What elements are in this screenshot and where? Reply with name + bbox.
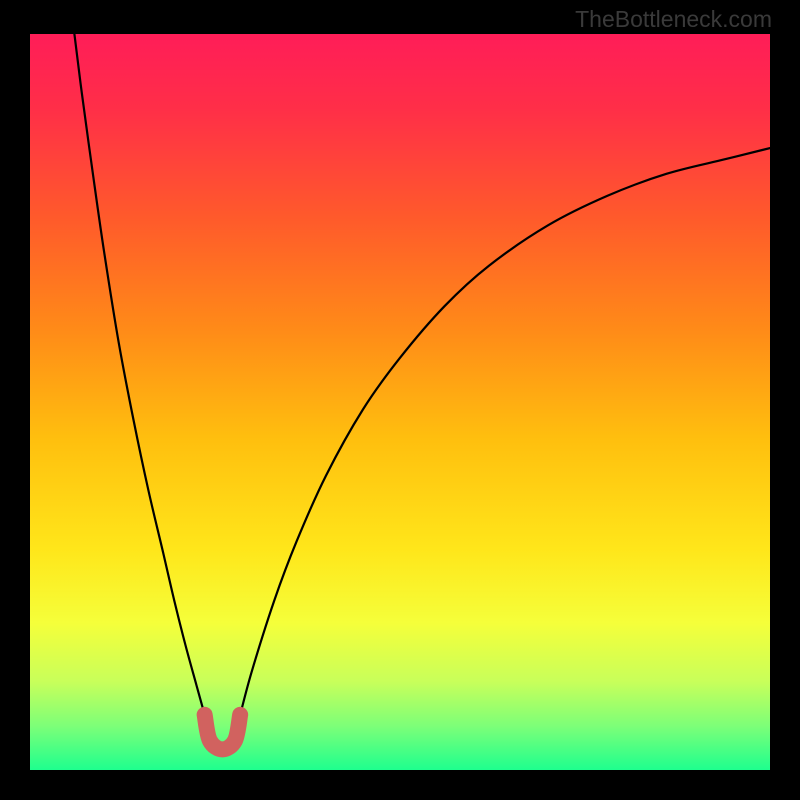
chart-stage: TheBottleneck.com [0,0,800,800]
bottleneck-curve-chart [0,0,800,800]
plot-area-gradient [30,34,770,770]
watermark-text: TheBottleneck.com [575,6,772,33]
